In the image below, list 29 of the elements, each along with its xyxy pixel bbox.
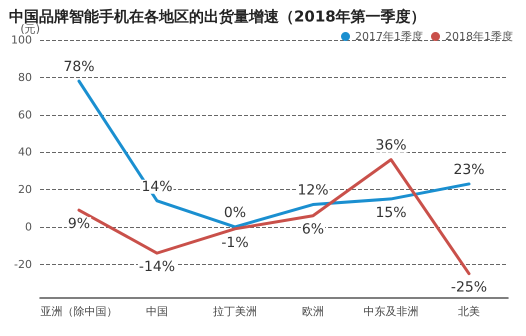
y-tick-label: -20: [14, 258, 32, 271]
y-tick-label: 40: [18, 146, 32, 159]
data-label: -25%: [450, 280, 488, 296]
y-axis-title: (元): [20, 22, 40, 36]
x-tick-label: 拉丁美洲: [213, 305, 257, 318]
data-label: 78%: [63, 59, 95, 76]
data-label: 15%: [375, 204, 407, 221]
data-label: -14%: [138, 259, 176, 276]
y-tick-label: 0: [25, 220, 32, 234]
data-label: -1%: [221, 234, 249, 251]
y-tick-label: 20: [18, 183, 32, 196]
y-tick-label: 60: [18, 108, 32, 122]
x-tick-label: 北美: [458, 305, 480, 318]
x-tick-label: 中东及非洲: [364, 305, 418, 318]
legend-label: 2018年1季度: [445, 30, 514, 43]
x-tick-label: 亚洲（除中国）: [40, 305, 118, 318]
legend-label: 2017年1季度: [355, 30, 424, 43]
data-label: 23%: [453, 162, 485, 178]
data-label: 36%: [375, 138, 407, 154]
chart-title: 中国品牌智能手机在各地区的出货量增速（2018年第一季度）: [9, 8, 426, 26]
data-label: 12%: [297, 182, 329, 199]
x-tick-label: 欧洲: [302, 305, 324, 318]
y-tick-label: 100: [11, 34, 32, 46]
data-label: 6%: [302, 222, 324, 238]
y-tick-label: 80: [18, 70, 32, 84]
data-label: 9%: [68, 216, 90, 232]
data-label: 14%: [141, 178, 173, 195]
x-tick-label: 中国: [146, 305, 168, 318]
data-label: 0%: [224, 204, 246, 221]
